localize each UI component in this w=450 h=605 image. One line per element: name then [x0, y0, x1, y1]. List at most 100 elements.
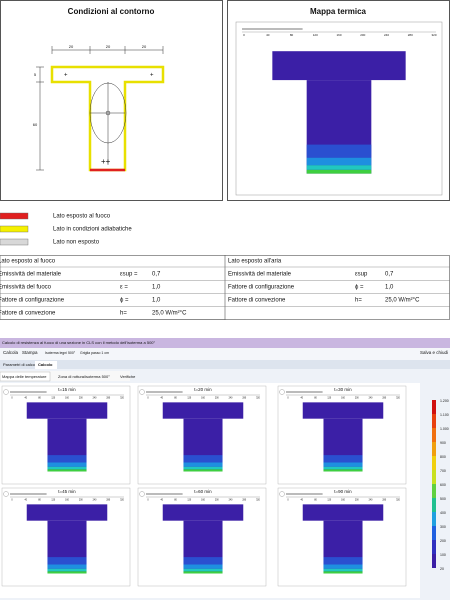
- axis-tick-label: 320: [396, 500, 401, 502]
- axis-tick-label: 160: [65, 500, 70, 502]
- table-cell: εsup =: [120, 272, 138, 278]
- map-title: t=30 min: [334, 387, 352, 392]
- table-cell: h=: [355, 298, 362, 304]
- tab[interactable]: Calcolo: [38, 362, 53, 367]
- hot-band: [183, 557, 223, 565]
- axis-tick-label: 40: [300, 398, 303, 400]
- slider: [146, 493, 183, 495]
- subtab-bar: [0, 371, 130, 381]
- axis-tick-label: 240: [369, 398, 374, 400]
- info: Griglia passo 1 cm: [80, 351, 109, 355]
- slider: [242, 28, 303, 30]
- flange: [26, 504, 108, 521]
- axis-tick-label: 80: [314, 398, 317, 400]
- table-cell: 1,0: [385, 285, 394, 291]
- legend-label: Lato non esposto: [53, 240, 100, 246]
- scale-band: [432, 498, 436, 512]
- table-cell: Emissività del materiale: [0, 272, 62, 278]
- axis-tick-label: 0: [147, 398, 149, 400]
- axis-tick-label: 80: [174, 398, 177, 400]
- panel-title: Condizioni al contorno: [68, 7, 155, 16]
- zoom-button[interactable]: [139, 491, 145, 497]
- legend-swatch: [0, 238, 29, 246]
- subtab[interactable]: Zona di rottura/isoterma 500°: [58, 374, 110, 379]
- axis-tick-label: 160: [201, 398, 206, 400]
- scale-band: [432, 414, 436, 428]
- hot-band: [323, 455, 363, 463]
- map-title: t=15 min: [58, 387, 76, 392]
- axis-tick-label: 280: [382, 500, 387, 502]
- axis-tick-label: 40: [160, 398, 163, 400]
- axis-tick-label: 40: [24, 398, 27, 400]
- hot-band: [306, 169, 372, 174]
- tab[interactable]: Parametri di calcolo: [3, 362, 39, 367]
- hot-band: [183, 564, 223, 569]
- toolbar-button[interactable]: Stampa: [22, 350, 38, 355]
- scale-label: 300: [440, 525, 446, 529]
- axis-tick-label: 240: [93, 398, 98, 400]
- axis-tick-label: 40: [24, 500, 27, 502]
- map-title: t=45 min: [58, 489, 76, 494]
- zoom-button[interactable]: [279, 491, 285, 497]
- hot-band: [323, 466, 363, 470]
- rebar: ++: [101, 157, 111, 166]
- axis-tick-label: 40: [160, 500, 163, 502]
- hot-band: [306, 144, 372, 158]
- subtab[interactable]: Verifiche: [120, 374, 136, 379]
- axis-tick-label: 160: [336, 33, 341, 37]
- scale-label: 500: [440, 497, 446, 501]
- zoom-button[interactable]: [279, 389, 285, 395]
- axis-tick-label: 200: [79, 500, 84, 502]
- axis-tick-label: 120: [327, 500, 332, 502]
- subtab[interactable]: Mappa delle temperature: [2, 374, 47, 379]
- table-cell: Fattore di convezione: [0, 311, 56, 317]
- table-cell: 0,7: [385, 272, 394, 278]
- window-title: Calcolo di resistenza al fuoco di una se…: [2, 340, 156, 345]
- axis-tick-label: 80: [174, 500, 177, 502]
- info: Isoterma legni 500°: [45, 351, 76, 355]
- axis-tick-label: 80: [290, 33, 294, 37]
- axis-tick-label: 0: [11, 398, 13, 400]
- hot-band: [323, 568, 363, 572]
- flange: [26, 402, 108, 419]
- hot-band: [183, 462, 223, 467]
- zoom-button[interactable]: [3, 389, 9, 395]
- hot-band: [47, 466, 87, 470]
- toolbar-button[interactable]: Calcola: [3, 350, 19, 355]
- axis-tick-label: 0: [147, 500, 149, 502]
- zoom-button[interactable]: [3, 491, 9, 497]
- axis-tick-label: 200: [355, 500, 360, 502]
- axis-tick-label: 200: [360, 33, 365, 37]
- slider: [286, 391, 323, 393]
- table-cell: 25,0 W/m²°C: [152, 311, 187, 317]
- axis-tick-label: 280: [382, 398, 387, 400]
- hot-band: [47, 469, 87, 472]
- scale-band: [432, 456, 436, 470]
- zoom-button[interactable]: [139, 389, 145, 395]
- flange: [162, 402, 244, 419]
- scale-label: 400: [440, 511, 446, 515]
- axis-tick-label: 80: [314, 500, 317, 502]
- tab-active: [35, 361, 57, 369]
- hot-band: [47, 557, 87, 565]
- dimension: 20: [106, 44, 111, 49]
- axis-tick-label: 200: [79, 398, 84, 400]
- axis-tick-label: 320: [120, 500, 125, 502]
- scale-label: 1.200: [440, 399, 449, 403]
- hot-band: [183, 455, 223, 463]
- axis-tick-label: 120: [51, 398, 56, 400]
- scale-label: 1.100: [440, 413, 449, 417]
- legend-label: Lato esposto al fuoco: [53, 214, 111, 220]
- slider: [10, 391, 47, 393]
- axis-tick-label: 0: [11, 500, 13, 502]
- slider: [146, 391, 183, 393]
- save-button[interactable]: Salva e chiudi: [420, 350, 448, 355]
- flange: [302, 504, 384, 521]
- table-cell: Fattore di configurazione: [0, 298, 65, 304]
- axis-tick-label: 200: [355, 398, 360, 400]
- hot-band: [183, 469, 223, 472]
- subtab-active: [0, 371, 51, 382]
- axis-tick-label: 0: [287, 398, 289, 400]
- axis-tick-label: 280: [106, 500, 111, 502]
- axis-tick-label: 280: [242, 500, 247, 502]
